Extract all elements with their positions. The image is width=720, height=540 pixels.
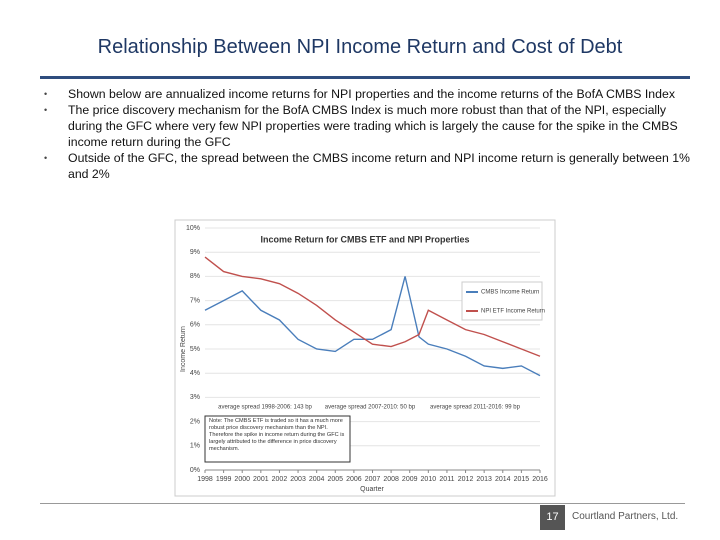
legend-label: CMBS Income Return (481, 290, 539, 296)
legend-box (461, 281, 543, 321)
annotation: average spread 1998-2006: 143 bp (218, 405, 312, 411)
x-tick-label: 2016 (532, 476, 548, 483)
x-tick-label: 2010 (421, 476, 437, 483)
y-axis-label: Income Return (180, 326, 187, 372)
annotation: average spread 2011-2016: 99 bp (430, 405, 521, 411)
note-box (204, 415, 351, 463)
y-tick-label: 6% (190, 322, 200, 329)
annotation: average spread 2007-2010: 50 bp (325, 405, 416, 411)
bullet: Outside of the GFC, the spread between t… (40, 150, 690, 182)
y-tick-label: 8% (190, 273, 200, 280)
y-tick-label: 10% (186, 225, 200, 232)
x-tick-label: 2002 (272, 476, 288, 483)
y-tick-label: 0% (190, 467, 200, 474)
x-tick-label: 2008 (383, 476, 399, 483)
x-tick-label: 1999 (216, 476, 232, 483)
y-tick-label: 1% (190, 443, 200, 450)
title-rule (40, 76, 690, 79)
footer-rule (40, 503, 685, 504)
y-tick-label: 7% (190, 297, 200, 304)
x-axis-label: Quarter (360, 486, 384, 493)
y-tick-label: 2% (190, 418, 200, 425)
x-tick-label: 2001 (253, 476, 269, 483)
bullet-list: Shown below are annualized income return… (40, 86, 690, 182)
series-line (204, 256, 541, 357)
x-tick-label: 2009 (402, 476, 418, 483)
x-tick-label: 2006 (346, 476, 362, 483)
x-tick-label: 2011 (439, 476, 454, 483)
y-tick-label: 5% (190, 346, 200, 353)
slide-title: Relationship Between NPI Income Return a… (97, 36, 623, 58)
y-tick-label: 9% (190, 249, 200, 256)
legend-label: NPI ETF Income Return (481, 309, 545, 315)
bullet: The price discovery mechanism for the Bo… (40, 102, 690, 150)
chart-title: Income Return for CMBS ETF and NPI Prope… (260, 234, 469, 244)
x-tick-label: 2005 (327, 476, 343, 483)
x-tick-label: 2007 (365, 476, 381, 483)
note: Note: The CMBS ETF is traded so it has a… (209, 418, 345, 452)
x-tick-label: 2015 (514, 476, 530, 483)
x-tick-label: 2004 (309, 476, 325, 483)
note-text: Note: The CMBS ETF is traded so it has a… (209, 418, 345, 452)
company-name: Courtland Partners, Ltd. (572, 511, 679, 522)
x-tick-label: 2014 (495, 476, 511, 483)
bullet: Shown below are annualized income return… (40, 86, 690, 102)
x-tick-label: 2013 (476, 476, 492, 483)
y-tick-label: 4% (190, 370, 200, 377)
series-line (204, 276, 541, 377)
x-tick-label: 1998 (197, 476, 213, 483)
y-tick-label: 3% (190, 394, 200, 401)
x-tick-label: 2012 (458, 476, 474, 483)
x-tick-label: 2000 (234, 476, 250, 483)
page-number: 17 (540, 505, 565, 530)
x-tick-label: 2003 (290, 476, 306, 483)
